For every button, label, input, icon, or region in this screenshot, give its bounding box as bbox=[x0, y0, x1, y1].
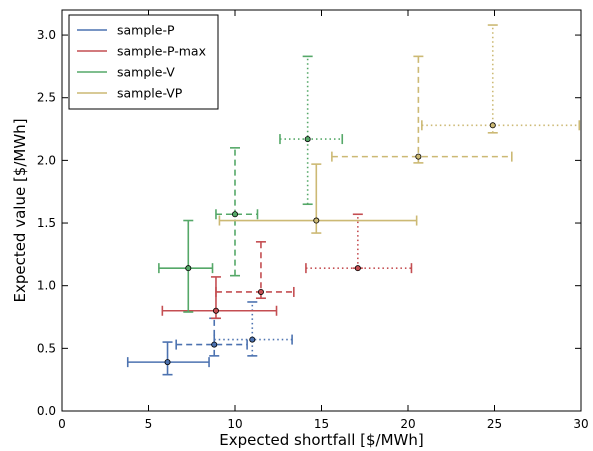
legend-item-sample-p: sample-P bbox=[77, 23, 175, 38]
y-tick-label: 0.5 bbox=[37, 341, 56, 355]
legend-label: sample-VP bbox=[117, 86, 183, 101]
sample-p-max-point bbox=[354, 265, 361, 272]
sample-p-point bbox=[211, 341, 218, 348]
legend-label: sample-P bbox=[117, 23, 175, 38]
x-axis-label: Expected shortfall [$/MWh] bbox=[219, 431, 423, 449]
x-tick-label: 30 bbox=[573, 417, 588, 431]
y-tick-label: 2.0 bbox=[37, 153, 56, 167]
y-tick-label: 2.5 bbox=[37, 91, 56, 105]
y-tick-label: 3.0 bbox=[37, 28, 56, 42]
sample-vp-point bbox=[415, 153, 422, 160]
sample-p-max-point bbox=[212, 307, 219, 314]
marker-layer bbox=[164, 122, 496, 366]
sample-p-max-errorbar bbox=[305, 213, 413, 274]
legend-label: sample-P-max bbox=[117, 44, 206, 59]
sample-vp-errorbar bbox=[421, 24, 581, 134]
x-tick-label: 0 bbox=[58, 417, 66, 431]
x-tick-label: 5 bbox=[145, 417, 153, 431]
sample-v-point bbox=[185, 265, 192, 272]
sample-v-errorbar bbox=[279, 55, 344, 206]
legend-item-sample-vp: sample-VP bbox=[77, 86, 183, 101]
sample-p-max-errorbar bbox=[215, 241, 295, 300]
sample-vp-point bbox=[489, 122, 496, 129]
x-tick-label: 20 bbox=[400, 417, 415, 431]
x-tick-label: 25 bbox=[487, 417, 502, 431]
sample-p-max-errorbar bbox=[161, 276, 278, 320]
y-axis: 0.0 0.5 1.0 1.5 2.0 2.5 3.0 bbox=[37, 28, 581, 418]
x-tick-label: 15 bbox=[314, 417, 329, 431]
legend-item-sample-v: sample-V bbox=[77, 65, 175, 80]
y-tick-label: 0.0 bbox=[37, 404, 56, 418]
y-axis-label: Expected value [$/MWh] bbox=[11, 118, 29, 302]
y-tick-label: 1.0 bbox=[37, 279, 56, 293]
sample-v-point bbox=[304, 136, 311, 143]
x-tick-label: 10 bbox=[227, 417, 242, 431]
sample-v-point bbox=[231, 211, 238, 218]
sample-p-point bbox=[249, 336, 256, 343]
legend-item-sample-p-max: sample-P-max bbox=[77, 44, 206, 59]
legend: sample-P sample-P-max sample-V sample-VP bbox=[68, 14, 219, 110]
x-axis: 0 5 10 15 20 25 30 bbox=[58, 10, 589, 431]
sample-p-point bbox=[164, 359, 171, 366]
sample-p-max-point bbox=[257, 288, 264, 295]
sample-vp-point bbox=[313, 217, 320, 224]
y-tick-label: 1.5 bbox=[37, 216, 56, 230]
legend-label: sample-V bbox=[117, 65, 175, 80]
sample-vp-errorbar bbox=[331, 55, 513, 164]
